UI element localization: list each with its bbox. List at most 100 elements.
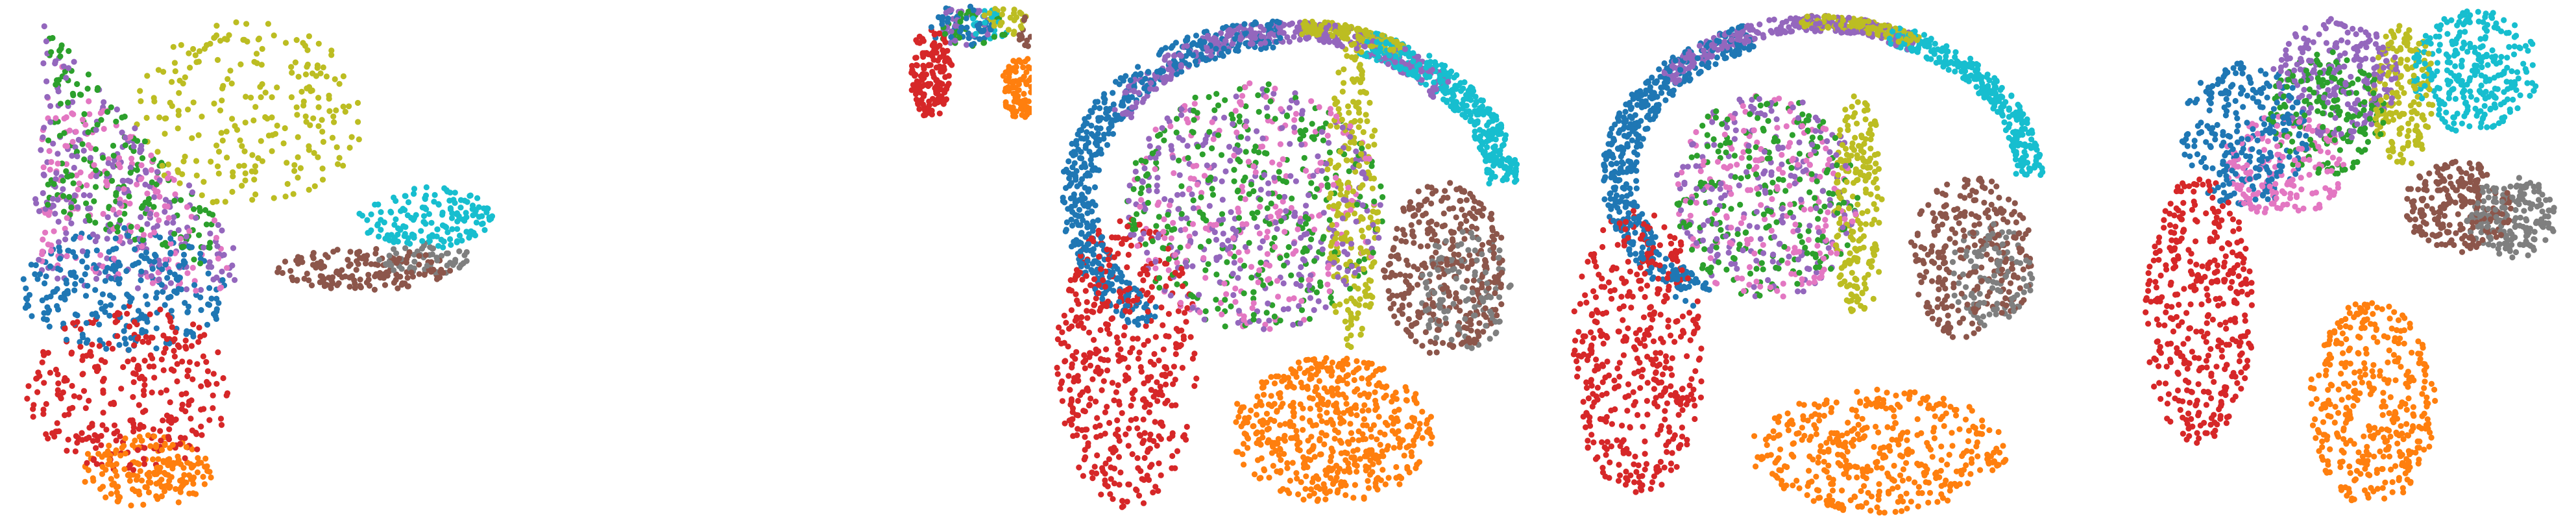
point-red bbox=[41, 380, 47, 386]
point-green bbox=[958, 10, 964, 17]
point-red bbox=[1152, 334, 1159, 340]
point-olive bbox=[223, 129, 230, 135]
point-olive bbox=[242, 119, 249, 126]
point-olive bbox=[315, 40, 322, 47]
point-red bbox=[71, 393, 77, 399]
point-pink bbox=[193, 288, 199, 294]
point-pink bbox=[48, 242, 55, 249]
point-orange bbox=[161, 488, 168, 495]
point-pink bbox=[117, 234, 124, 240]
point-cyan bbox=[393, 216, 399, 223]
point-orange bbox=[1367, 426, 1374, 433]
point-blue bbox=[42, 280, 48, 287]
point-olive bbox=[326, 108, 333, 114]
point-red bbox=[1162, 400, 1169, 406]
point-olive bbox=[232, 123, 238, 129]
point-olive bbox=[335, 161, 341, 167]
point-green bbox=[1298, 277, 1305, 283]
point-purple bbox=[205, 264, 212, 270]
point-purple bbox=[151, 193, 158, 201]
point-red bbox=[1084, 426, 1090, 433]
point-blue bbox=[191, 282, 198, 288]
point-orange bbox=[1347, 421, 1354, 427]
point-orange bbox=[204, 463, 210, 469]
point-olive bbox=[225, 76, 231, 82]
point-red bbox=[912, 86, 919, 93]
point-pink bbox=[97, 110, 104, 116]
point-olive bbox=[243, 21, 250, 27]
point-olive bbox=[329, 134, 336, 141]
point-purple bbox=[1230, 291, 1237, 299]
point-orange bbox=[1302, 486, 1309, 492]
point-purple bbox=[1219, 197, 1226, 203]
point-red bbox=[112, 319, 119, 325]
point-red bbox=[1187, 334, 1194, 340]
point-green bbox=[1192, 94, 1198, 101]
point-green bbox=[1187, 291, 1195, 299]
point-blue bbox=[71, 287, 78, 293]
point-olive bbox=[288, 94, 295, 101]
point-olive bbox=[298, 88, 305, 95]
point-red bbox=[162, 345, 169, 352]
point-olive bbox=[239, 182, 245, 189]
scatter-plot-3 bbox=[1054, 18, 1520, 510]
point-pink bbox=[48, 158, 55, 166]
point-cyan bbox=[418, 228, 424, 234]
point-red bbox=[916, 33, 923, 40]
point-pink bbox=[1152, 265, 1159, 271]
point-brown bbox=[1415, 309, 1422, 315]
point-orange bbox=[82, 478, 88, 485]
point-blue bbox=[1089, 167, 1096, 173]
point-pink bbox=[79, 116, 86, 123]
point-gray bbox=[382, 261, 389, 267]
point-olive bbox=[165, 161, 171, 167]
point-cyan bbox=[402, 207, 408, 214]
point-olive bbox=[1343, 157, 1350, 164]
point-orange bbox=[1006, 66, 1012, 73]
point-brown bbox=[1401, 208, 1407, 214]
point-cyan bbox=[473, 219, 480, 226]
point-blue bbox=[1066, 175, 1073, 182]
point-purple bbox=[232, 277, 238, 283]
point-green bbox=[70, 180, 77, 186]
point-orange bbox=[1254, 393, 1261, 400]
point-blue bbox=[60, 320, 67, 327]
point-red bbox=[1135, 355, 1141, 362]
point-red bbox=[1091, 463, 1098, 470]
point-purple bbox=[1258, 33, 1265, 40]
point-olive bbox=[242, 170, 249, 177]
point-red bbox=[1104, 298, 1112, 305]
point-green bbox=[191, 206, 197, 212]
point-orange bbox=[1293, 428, 1300, 434]
point-pink bbox=[40, 236, 46, 243]
point-brown bbox=[403, 259, 410, 266]
point-green bbox=[56, 132, 63, 139]
point-olive bbox=[182, 153, 188, 160]
point-blue bbox=[1106, 130, 1112, 137]
point-olive bbox=[215, 149, 223, 155]
point-blue bbox=[1123, 73, 1129, 79]
point-green bbox=[1222, 97, 1228, 103]
point-blue bbox=[1143, 301, 1150, 308]
point-orange bbox=[1025, 64, 1032, 70]
point-red bbox=[80, 371, 86, 377]
point-green bbox=[1250, 312, 1257, 318]
point-red bbox=[914, 39, 921, 45]
point-red bbox=[938, 68, 944, 74]
point-cyan bbox=[395, 238, 401, 245]
point-blue bbox=[1128, 93, 1136, 101]
point-green bbox=[141, 138, 148, 145]
point-red bbox=[186, 359, 193, 365]
point-purple bbox=[156, 276, 162, 283]
point-olive bbox=[162, 130, 168, 137]
point-gray bbox=[458, 262, 465, 268]
point-blue bbox=[1082, 162, 1088, 169]
point-purple bbox=[44, 93, 51, 100]
point-cyan bbox=[457, 204, 464, 211]
point-red bbox=[75, 434, 82, 441]
point-olive bbox=[144, 73, 151, 79]
point-olive bbox=[1333, 123, 1340, 130]
point-purple bbox=[148, 273, 155, 279]
point-blue bbox=[208, 295, 215, 302]
point-red bbox=[1113, 334, 1120, 341]
